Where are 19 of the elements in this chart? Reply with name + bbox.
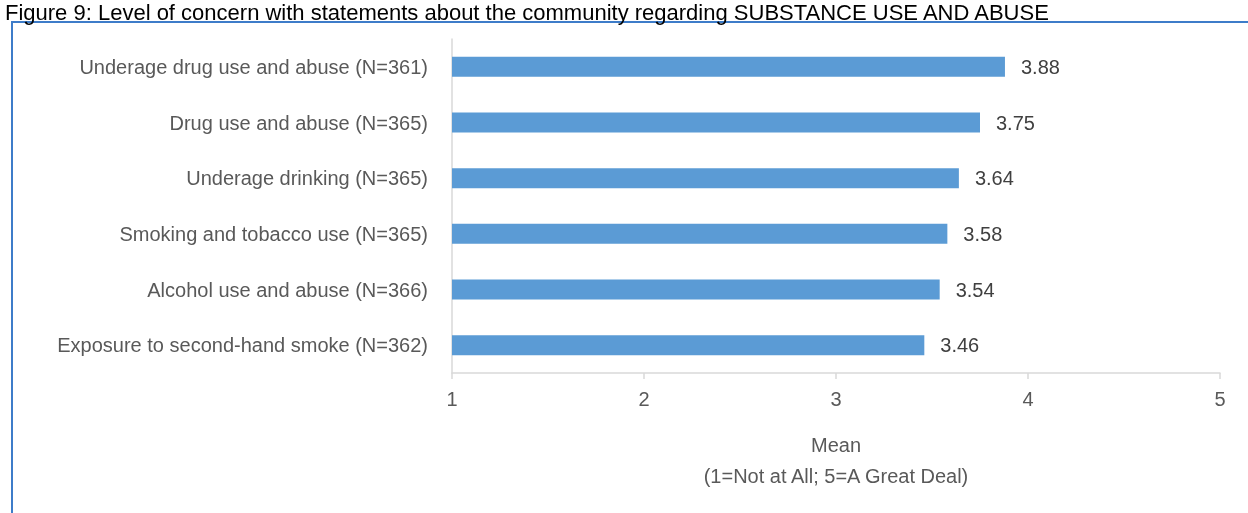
x-tick-label: 1 — [446, 388, 458, 410]
data-label: 3.54 — [955, 278, 995, 301]
y-tick-label: Smoking and tobacco use (N=365) — [119, 222, 428, 245]
data-label: 3.88 — [1020, 55, 1060, 78]
chart-title: Figure 9: Level of concern with statements about the community regarding SUBSTANCE USE AND ABUSE — [5, 0, 1049, 25]
x-tick-label: 2 — [638, 388, 650, 410]
x-tick-label: 3 — [830, 388, 842, 410]
y-tick-label: Underage drinking (N=365) — [186, 167, 428, 190]
data-label: 3.75 — [996, 111, 1035, 134]
y-tick-label: Exposure to second-hand smoke (N=362) — [57, 334, 428, 357]
x-axis-title: Mean (1=Not at All; 5=A Great Deal) — [703, 433, 969, 487]
x-tick-label: 5 — [1214, 388, 1226, 410]
y-tick-label: Drug use and abuse (N=365) — [169, 111, 428, 134]
y-tick-label: Alcohol use and abuse (N=366) — [147, 278, 428, 301]
data-label: 3.46 — [940, 334, 980, 357]
data-label: 3.64 — [974, 167, 1014, 190]
data-label: 3.58 — [963, 222, 1003, 245]
y-tick-label: Underage drug use and abuse (N=361) — [79, 55, 428, 78]
x-tick-label: 4 — [1022, 388, 1034, 410]
